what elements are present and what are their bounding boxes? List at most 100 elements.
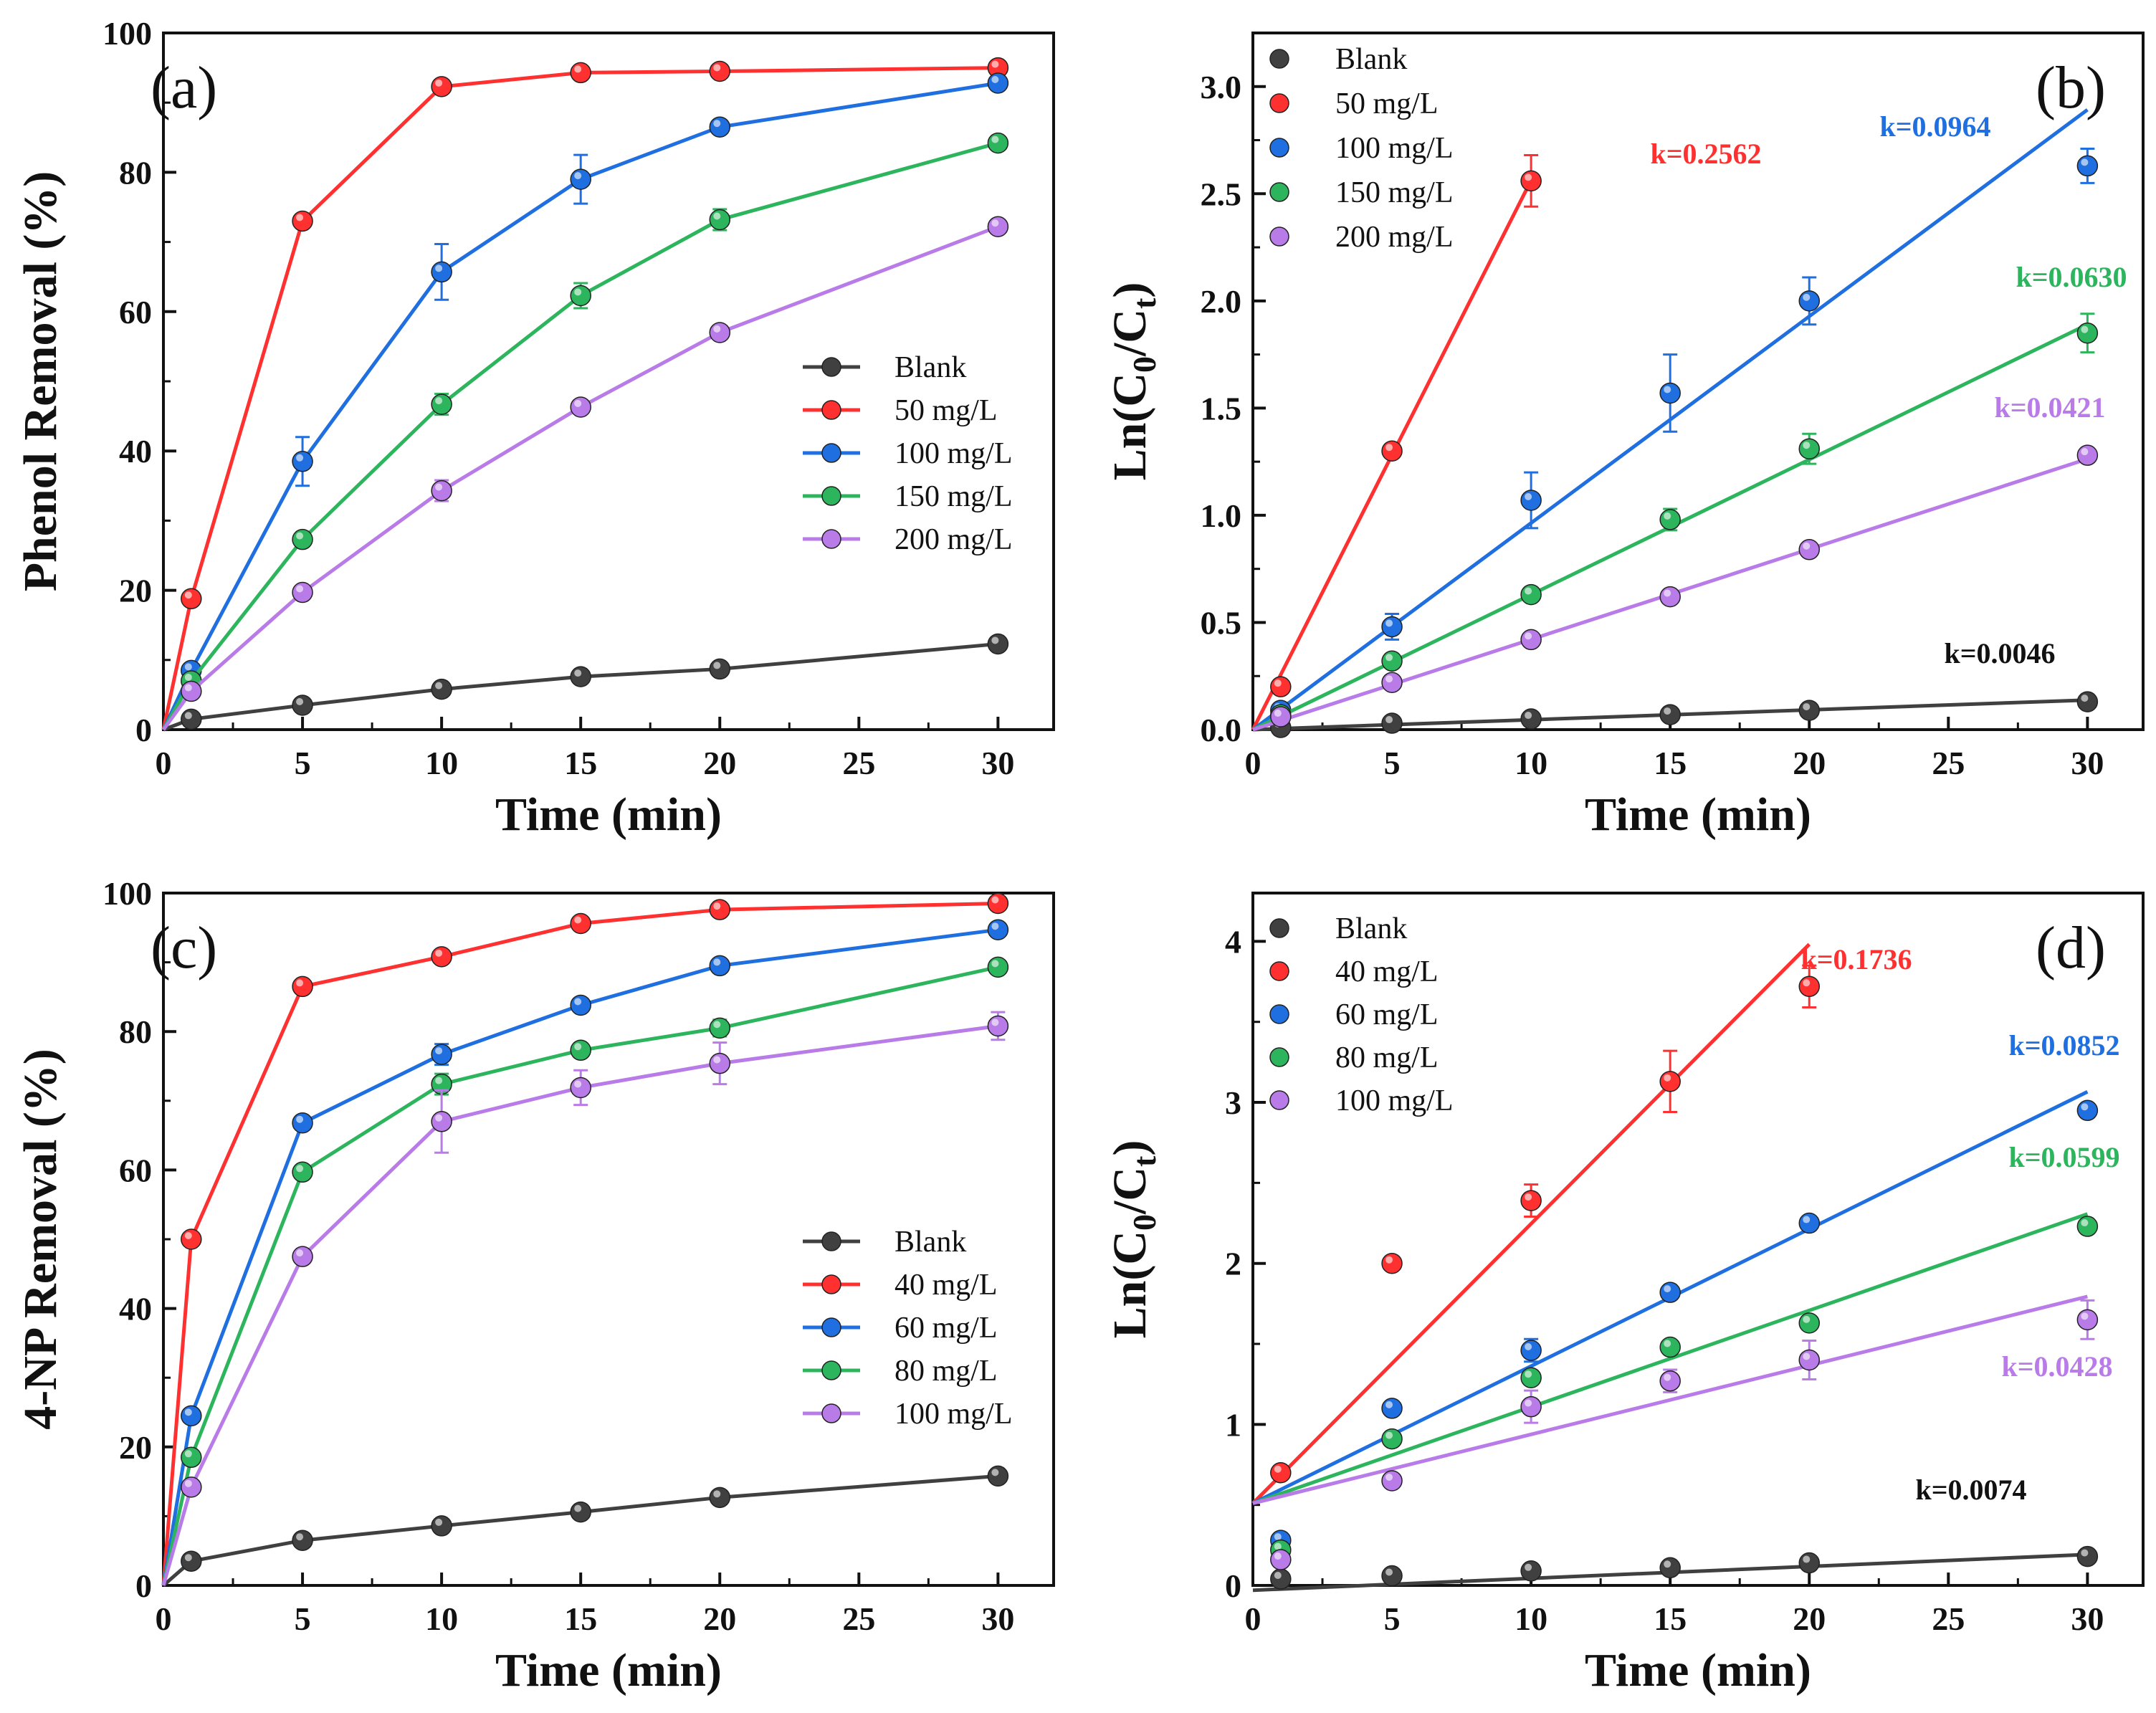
data-point-highlight — [713, 1021, 721, 1029]
data-point — [181, 708, 202, 730]
legend-entry: 40 mg/L — [803, 1269, 998, 1302]
data-point — [1659, 586, 1681, 608]
series-blank — [163, 633, 1009, 732]
data-point-highlight — [2081, 448, 2089, 456]
data-point — [1381, 672, 1403, 693]
data-point — [1520, 490, 1542, 511]
data-point-highlight — [713, 1056, 721, 1064]
legend-entry: 100 mg/L — [803, 437, 1013, 470]
fit-line — [1252, 1212, 2089, 1505]
series-40-mg-l: k=0.1736 — [1251, 943, 1912, 1505]
y-tick-label: 80 — [119, 1013, 152, 1050]
data-point-highlight — [435, 264, 443, 272]
data-point-highlight — [574, 916, 582, 924]
y-axis-title-subscript: t — [1126, 297, 1163, 309]
legend-marker — [1269, 93, 1289, 113]
data-point-highlight — [991, 219, 999, 227]
data-point — [1381, 712, 1403, 734]
data-point — [1270, 1461, 1292, 1484]
legend-entry: Blank — [803, 351, 966, 384]
data-point-highlight — [2081, 1549, 2089, 1557]
data-point — [1381, 616, 1403, 638]
legend-entry: Blank — [803, 1226, 966, 1259]
data-point-highlight — [435, 1518, 443, 1526]
data-point — [292, 1161, 313, 1183]
legend-label: Blank — [1335, 43, 1407, 76]
data-point — [709, 1017, 730, 1039]
legend-entry: Blank — [1269, 43, 1407, 76]
y-tick-label: 3 — [1225, 1084, 1241, 1121]
data-point — [292, 1112, 313, 1134]
legend-marker — [821, 1317, 841, 1337]
data-point-highlight — [574, 399, 582, 407]
series-line — [162, 1474, 998, 1587]
y-tick-label: 40 — [119, 1291, 152, 1327]
data-point-highlight — [991, 960, 999, 968]
data-point-highlight — [1525, 1370, 1532, 1378]
data-point-highlight — [1803, 1216, 1811, 1223]
data-point — [431, 1044, 452, 1065]
x-tick-label: 10 — [1515, 1600, 1547, 1637]
data-point — [709, 60, 730, 82]
data-point — [181, 1405, 202, 1427]
data-point — [2076, 1216, 2099, 1237]
data-point — [2076, 155, 2099, 177]
legend-entry: 50 mg/L — [1269, 87, 1439, 120]
legend-label: 60 mg/L — [1335, 998, 1439, 1031]
data-point-highlight — [2081, 325, 2089, 333]
data-point — [1798, 1349, 1820, 1371]
data-point — [292, 695, 313, 716]
x-tick-label: 20 — [703, 1600, 736, 1637]
data-point — [431, 393, 452, 415]
data-point — [1659, 1336, 1681, 1358]
data-point — [1520, 170, 1542, 192]
data-point — [1659, 1282, 1681, 1303]
legend-marker — [821, 1403, 841, 1423]
legend-marker — [821, 1231, 841, 1251]
x-tick-label: 25 — [1932, 745, 1965, 781]
y-tick-label: 2 — [1225, 1246, 1241, 1282]
data-point — [1520, 1367, 1542, 1388]
rate-constant-label: k=0.0074 — [1915, 1474, 2026, 1506]
legend-label: 50 mg/L — [895, 394, 998, 427]
series-50-mg-l: k=0.2562 — [1251, 138, 1762, 731]
y-tick-label: 1.5 — [1201, 390, 1242, 426]
data-point — [431, 1111, 452, 1132]
data-point — [1520, 1395, 1542, 1418]
data-point — [570, 396, 591, 418]
x-tick-label: 20 — [1793, 745, 1826, 781]
legend-marker — [1269, 226, 1289, 247]
series-150-mg-l — [161, 132, 1009, 731]
data-point-highlight — [1803, 979, 1811, 987]
rate-constant-label: k=0.0428 — [2001, 1350, 2112, 1383]
data-point — [181, 1446, 202, 1469]
legend-label: 150 mg/L — [1335, 176, 1454, 209]
y-tick-label: 0.0 — [1201, 712, 1242, 748]
data-point-highlight — [1274, 679, 1282, 687]
legend-entry: 40 mg/L — [1269, 955, 1439, 988]
x-tick-label: 0 — [156, 745, 172, 781]
data-point — [709, 1487, 730, 1509]
series-50-mg-l — [161, 57, 1009, 730]
data-point — [987, 956, 1009, 978]
data-point-highlight — [184, 1554, 192, 1562]
rate-constant-label: k=0.0964 — [1879, 110, 1990, 143]
legend-marker — [1269, 1004, 1289, 1024]
data-point-highlight — [991, 75, 999, 83]
data-point-highlight — [1664, 1074, 1671, 1082]
data-point-highlight — [2081, 1312, 2089, 1320]
data-point-highlight — [296, 979, 304, 987]
data-point-highlight — [1525, 492, 1532, 500]
data-point-highlight — [184, 673, 192, 681]
data-point-highlight — [1803, 1555, 1811, 1563]
data-point-highlight — [991, 60, 999, 68]
data-point — [431, 678, 452, 700]
series-150-mg-l: k=0.0630 — [1251, 261, 2127, 732]
data-point-highlight — [184, 663, 192, 671]
x-tick-label: 15 — [564, 745, 597, 781]
y-axis-title: Ln(C0/Ct) — [1104, 282, 1163, 481]
series-60-mg-l — [161, 919, 1009, 1586]
legend-entry: 150 mg/L — [1269, 176, 1454, 209]
data-point-highlight — [1385, 1256, 1393, 1264]
legend-marker — [1269, 1047, 1289, 1067]
